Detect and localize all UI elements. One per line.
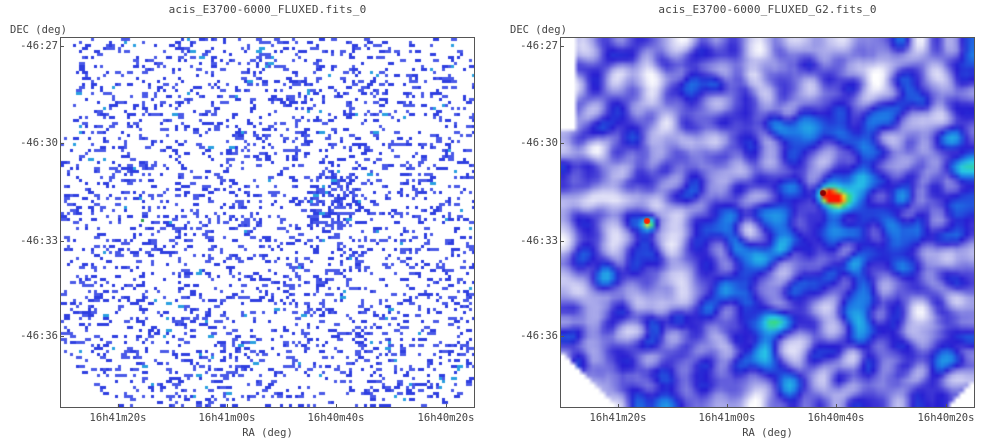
x-tick-label: 16h41m00s	[198, 412, 256, 424]
image-title: acis_E3700-6000_FLUXED.fits_0	[168, 3, 367, 16]
y-tick-label: -46:27	[520, 40, 558, 52]
y-tick-label: -46:36	[520, 330, 558, 342]
x-tick-mark	[727, 404, 728, 408]
y-tick-label: -46:30	[520, 137, 558, 149]
fluxed-image-panel: acis_E3700-6000_FLUXED.fits_0 DEC (deg) …	[0, 0, 490, 447]
y-tick-mark	[560, 143, 564, 144]
image-plot-area[interactable]	[560, 37, 975, 408]
y-tick-label: -46:33	[520, 235, 558, 247]
x-tick-mark	[118, 404, 119, 408]
x-axis-label: RA (deg)	[742, 427, 793, 439]
y-tick-label: -46:30	[20, 137, 58, 149]
y-tick-mark	[560, 241, 564, 242]
x-tick-mark	[336, 404, 337, 408]
image-title: acis_E3700-6000_FLUXED_G2.fits_0	[658, 3, 877, 16]
y-tick-label: -46:36	[20, 330, 58, 342]
y-tick-mark	[60, 46, 64, 47]
x-tick-label: 16h41m00s	[698, 412, 756, 424]
x-tick-label: 16h40m20s	[417, 412, 475, 424]
y-tick-mark	[60, 143, 64, 144]
x-tick-mark	[446, 404, 447, 408]
sparse-counts-image	[61, 38, 474, 407]
smoothed-counts-image	[561, 38, 974, 407]
x-tick-mark	[227, 404, 228, 408]
smoothed-image-panel: acis_E3700-6000_FLUXED_G2.fits_0 DEC (de…	[500, 0, 990, 447]
y-tick-mark	[560, 336, 564, 337]
image-plot-area[interactable]	[60, 37, 475, 408]
y-tick-label: -46:33	[20, 235, 58, 247]
x-tick-label: 16h40m40s	[807, 412, 865, 424]
y-axis-label: DEC (deg)	[10, 24, 67, 36]
y-tick-mark	[560, 46, 564, 47]
y-tick-mark	[60, 241, 64, 242]
x-tick-label: 16h41m20s	[89, 412, 147, 424]
y-tick-mark	[60, 336, 64, 337]
x-tick-label: 16h40m40s	[307, 412, 365, 424]
x-axis-label: RA (deg)	[242, 427, 293, 439]
x-tick-mark	[618, 404, 619, 408]
y-tick-label: -46:27	[20, 40, 58, 52]
x-tick-label: 16h41m20s	[589, 412, 647, 424]
x-tick-mark	[946, 404, 947, 408]
y-axis-label: DEC (deg)	[510, 24, 567, 36]
x-tick-mark	[836, 404, 837, 408]
x-tick-label: 16h40m20s	[917, 412, 975, 424]
